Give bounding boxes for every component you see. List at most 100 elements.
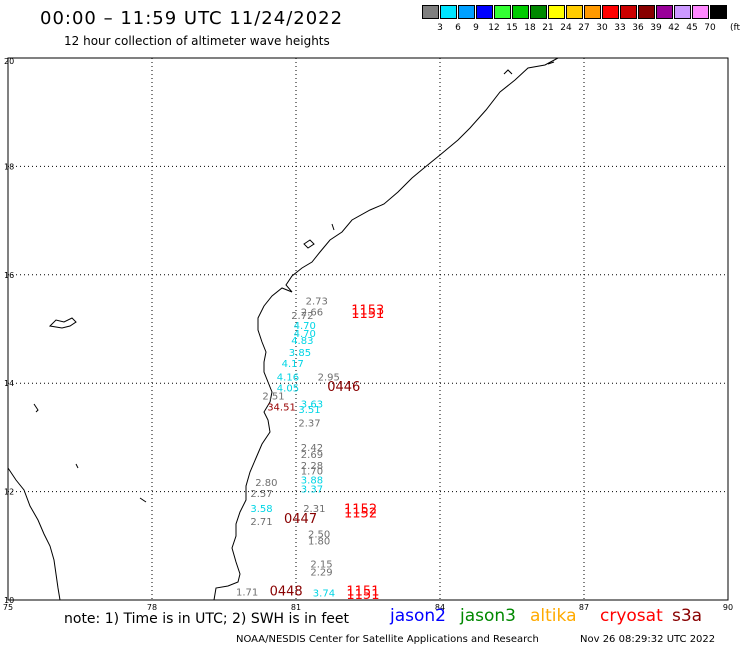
wave-height-value: 3.85 — [289, 348, 311, 359]
legend-swatch — [476, 5, 493, 19]
wave-height-value: 2.31 — [303, 504, 325, 515]
legend-label: 39 — [650, 23, 662, 33]
legend-label: 12 — [488, 23, 500, 33]
legend-swatch — [638, 5, 655, 19]
wave-height-value: 2.37 — [298, 419, 320, 430]
pass-time-label: 0448 — [270, 585, 303, 600]
legend-swatch — [710, 5, 727, 19]
lon-tick-label: 78 — [147, 603, 157, 612]
wave-height-value: 3.63 — [301, 400, 323, 411]
wave-height-value: 2.42 — [301, 443, 323, 454]
island-h — [547, 61, 555, 65]
map-title: 00:00 – 11:59 UTC 11/24/2022 — [40, 8, 344, 29]
legend-swatch — [656, 5, 673, 19]
legend-label: 18 — [524, 23, 536, 33]
pass-time-label: 1151 — [351, 307, 384, 322]
wave-height-value: 1.80 — [308, 537, 330, 548]
legend-swatch — [512, 5, 529, 19]
wave-height-value: 2.28 — [301, 461, 323, 472]
wave-height-value: 4.17 — [282, 359, 304, 370]
legend-label: 6 — [455, 23, 461, 33]
wave-height-value: 2.66 — [301, 307, 323, 318]
legend-swatch — [620, 5, 637, 19]
wave-height-value: 1.70 — [301, 466, 323, 477]
legend-label: 3 — [437, 23, 443, 33]
footer-note: note: 1) Time is in UTC; 2) SWH is in fe… — [64, 611, 350, 627]
sri-lanka-coast — [7, 467, 61, 601]
lon-tick-label: 81 — [291, 603, 301, 612]
credit-text: NOAA/NESDIS Center for Satellite Applica… — [236, 634, 539, 645]
legend-swatch — [674, 5, 691, 19]
pass-time-label: 1152 — [344, 507, 377, 522]
andaman-island-a — [48, 317, 77, 329]
wave-height-value: 2.72 — [291, 311, 313, 322]
pass-time-label: 1152 — [344, 502, 377, 517]
lat-tick-label: 20 — [4, 57, 14, 66]
satellite-label: s3a — [672, 606, 703, 626]
wave-height-value: 4.70 — [294, 321, 316, 332]
east-coast-india — [213, 57, 559, 601]
wave-height-value: 2.51 — [262, 391, 284, 402]
wave-height-values: 2.732.662.724.704.704.833.854.174.16 2.95… — [236, 297, 340, 600]
map-subtitle: 12 hour collection of altimeter wave hei… — [64, 34, 330, 48]
pass-time-label: 1153 — [351, 303, 384, 318]
wave-height-value: 2.69 — [301, 450, 323, 461]
legend-label: 24 — [560, 23, 572, 33]
wave-height-value: 2.95 — [318, 372, 340, 383]
satellite-label: altika — [530, 606, 577, 626]
legend-label: 42 — [668, 23, 680, 33]
legend-swatch — [422, 5, 439, 19]
pass-time-label: 0446 — [327, 380, 360, 395]
wave-height-value: 3.88 — [301, 475, 323, 486]
generation-timestamp: Nov 26 08:29:32 UTC 2022 — [580, 634, 716, 645]
wave-height-value: 2.50 — [308, 530, 330, 541]
island-e — [139, 497, 147, 503]
map-grid: 75 78 81 84 87 90 20 18 16 14 12 10 — [3, 57, 733, 612]
legend-swatch — [602, 5, 619, 19]
legend-swatch — [494, 5, 511, 19]
island-f — [75, 463, 79, 469]
lat-tick-label: 12 — [4, 488, 14, 497]
legend-label: 33 — [614, 23, 626, 33]
lon-tick-label: 87 — [579, 603, 589, 612]
wave-height-value: 3.74 — [313, 589, 335, 600]
lat-tick-label: 14 — [4, 379, 14, 388]
andaman-island-b — [33, 403, 39, 413]
wave-height-value: 3.51 — [298, 405, 320, 416]
legend-label: 21 — [542, 23, 554, 33]
satellite-label: jason2 — [390, 606, 446, 626]
coastline — [7, 57, 559, 601]
wave-height-value: 2.80 — [255, 478, 277, 489]
legend-swatch — [530, 5, 547, 19]
legend-swatch — [692, 5, 709, 19]
wave-height-value: 2.73 — [306, 297, 328, 308]
wave-height-value: 4.05 — [277, 383, 299, 394]
legend-label: 36 — [632, 23, 644, 33]
map-frame — [7, 57, 729, 601]
wave-height-value: 4.83 — [291, 336, 313, 347]
pass-time-label: 1151 — [346, 585, 379, 600]
island-d — [331, 223, 335, 231]
lat-tick-label: 16 — [4, 271, 14, 280]
wave-height-value: 4.16 — [277, 372, 299, 383]
legend-label: 70 — [704, 23, 716, 33]
legend-swatch — [458, 5, 475, 19]
wave-height-value: 3.58 — [250, 504, 272, 515]
legend-swatch — [440, 5, 457, 19]
legend-label: 9 — [473, 23, 479, 33]
wave-height-value: 4.70 — [294, 329, 316, 340]
lat-tick-label: 18 — [4, 162, 14, 171]
legend-label: 30 — [596, 23, 608, 33]
legend-label: 27 — [578, 23, 590, 33]
wave-height-value: 3.37 — [301, 485, 323, 496]
lon-tick-label: 75 — [3, 603, 13, 612]
legend-label: 15 — [506, 23, 518, 33]
wave-height-value: 1.71 — [236, 588, 258, 599]
lon-tick-label: 84 — [435, 603, 445, 612]
pass-time-label: 0447 — [284, 512, 317, 527]
pass-time-label: 1151 — [346, 588, 379, 603]
legend-swatch — [584, 5, 601, 19]
island-g — [503, 69, 513, 75]
